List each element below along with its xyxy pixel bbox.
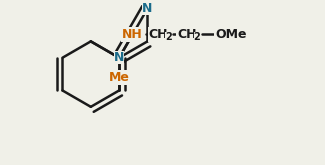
Text: N: N [142, 2, 153, 15]
Text: CH: CH [149, 28, 168, 41]
Text: 2: 2 [165, 32, 172, 42]
Text: Me: Me [109, 71, 130, 84]
Text: N: N [114, 51, 124, 64]
Text: CH: CH [178, 28, 197, 41]
Text: NH: NH [122, 28, 143, 41]
Text: OMe: OMe [215, 28, 247, 41]
Text: 2: 2 [194, 32, 201, 42]
